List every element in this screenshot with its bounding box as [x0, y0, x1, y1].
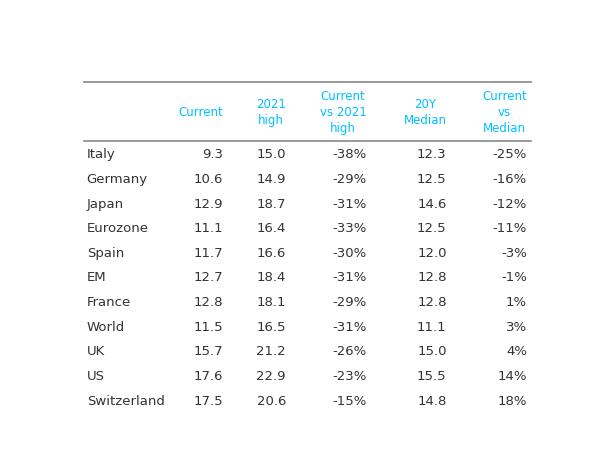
Text: Italy: Italy: [86, 148, 115, 161]
Text: 17.5: 17.5: [194, 394, 223, 407]
Text: 9.3: 9.3: [202, 148, 223, 161]
Text: -15%: -15%: [332, 394, 366, 407]
Text: 12.8: 12.8: [417, 271, 446, 284]
Text: 14%: 14%: [497, 369, 527, 382]
Text: 3%: 3%: [506, 320, 527, 333]
Text: 12.9: 12.9: [194, 197, 223, 210]
Text: World: World: [86, 320, 125, 333]
Text: -3%: -3%: [501, 246, 527, 259]
Text: 18.4: 18.4: [257, 271, 286, 284]
Text: 11.5: 11.5: [194, 320, 223, 333]
Text: -29%: -29%: [332, 296, 366, 308]
Text: -31%: -31%: [332, 271, 366, 284]
Text: 12.0: 12.0: [417, 246, 446, 259]
Text: -31%: -31%: [332, 197, 366, 210]
Text: Switzerland: Switzerland: [86, 394, 164, 407]
Text: 12.8: 12.8: [417, 296, 446, 308]
Text: 15.7: 15.7: [194, 345, 223, 357]
Text: EM: EM: [86, 271, 106, 284]
Text: -23%: -23%: [332, 369, 366, 382]
Text: 12.7: 12.7: [194, 271, 223, 284]
Text: 14.8: 14.8: [417, 394, 446, 407]
Text: 12.8: 12.8: [194, 296, 223, 308]
Text: 14.9: 14.9: [257, 173, 286, 186]
Text: 12.5: 12.5: [417, 222, 446, 235]
Text: 12.5: 12.5: [417, 173, 446, 186]
Text: -31%: -31%: [332, 320, 366, 333]
Text: Eurozone: Eurozone: [86, 222, 149, 235]
Text: -38%: -38%: [332, 148, 366, 161]
Text: -11%: -11%: [493, 222, 527, 235]
Text: -26%: -26%: [332, 345, 366, 357]
Text: Spain: Spain: [86, 246, 124, 259]
Text: 16.6: 16.6: [257, 246, 286, 259]
Text: -29%: -29%: [332, 173, 366, 186]
Text: -30%: -30%: [332, 246, 366, 259]
Text: 11.1: 11.1: [194, 222, 223, 235]
Text: 14.6: 14.6: [417, 197, 446, 210]
Text: 18.7: 18.7: [256, 197, 286, 210]
Text: -12%: -12%: [493, 197, 527, 210]
Text: Germany: Germany: [86, 173, 148, 186]
Text: 16.4: 16.4: [257, 222, 286, 235]
Text: Current: Current: [179, 106, 223, 119]
Text: 4%: 4%: [506, 345, 527, 357]
Text: Current
vs 2021
high: Current vs 2021 high: [320, 90, 366, 135]
Text: 20Y
Median: 20Y Median: [404, 98, 446, 127]
Text: -1%: -1%: [501, 271, 527, 284]
Text: 15.5: 15.5: [417, 369, 446, 382]
Text: 20.6: 20.6: [257, 394, 286, 407]
Text: 11.1: 11.1: [417, 320, 446, 333]
Text: 17.6: 17.6: [194, 369, 223, 382]
Text: Current
vs
Median: Current vs Median: [482, 90, 527, 135]
Text: -25%: -25%: [493, 148, 527, 161]
Text: 2021
high: 2021 high: [256, 98, 286, 127]
Text: -16%: -16%: [493, 173, 527, 186]
Text: 1%: 1%: [506, 296, 527, 308]
Text: 18%: 18%: [497, 394, 527, 407]
Text: Japan: Japan: [86, 197, 124, 210]
Text: UK: UK: [86, 345, 105, 357]
Text: 10.6: 10.6: [194, 173, 223, 186]
Text: 12.3: 12.3: [417, 148, 446, 161]
Text: 11.7: 11.7: [194, 246, 223, 259]
Text: France: France: [86, 296, 131, 308]
Text: US: US: [86, 369, 104, 382]
Text: 22.9: 22.9: [256, 369, 286, 382]
Text: -33%: -33%: [332, 222, 366, 235]
Text: 15.0: 15.0: [256, 148, 286, 161]
Text: 15.0: 15.0: [417, 345, 446, 357]
Text: 16.5: 16.5: [256, 320, 286, 333]
Text: 21.2: 21.2: [256, 345, 286, 357]
Text: 18.1: 18.1: [256, 296, 286, 308]
